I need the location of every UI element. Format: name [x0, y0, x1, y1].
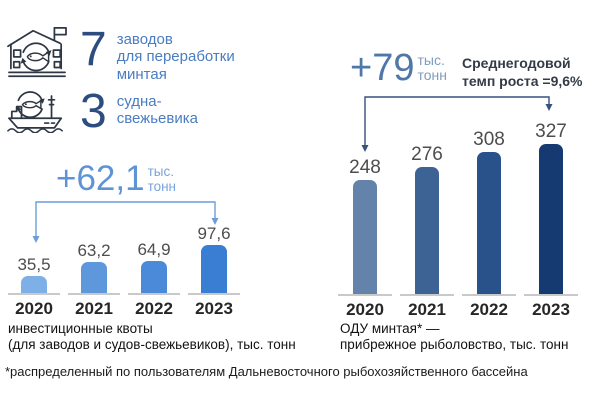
axis-baseline — [462, 294, 516, 296]
bar-2020 — [21, 276, 47, 293]
bar-value-label: 276 — [411, 144, 443, 165]
chart-column-2022: 64,9 2022 — [124, 213, 184, 317]
left-delta-value: +62,1 — [56, 159, 145, 198]
bar-2023 — [538, 144, 563, 294]
vessel-icon — [7, 91, 63, 133]
growth-rate-note: Среднегодовой темп роста =9,6% — [462, 55, 583, 89]
axis-baseline — [400, 294, 454, 296]
bar-stack: 276 — [411, 122, 443, 294]
axis-baseline — [128, 293, 180, 295]
axis-baseline — [8, 293, 60, 295]
stat-vessels: 3 судна- свежьевика — [6, 86, 198, 136]
bar-2021 — [414, 167, 439, 294]
investment-quotas-chart: 35,5 2020 63,2 2021 64,9 2022 97,6 2023 — [4, 213, 244, 317]
bar-2020 — [352, 180, 377, 294]
bar-2022 — [141, 261, 167, 293]
bar-value-label: 63,2 — [77, 241, 111, 260]
bar-stack: 64,9 — [137, 213, 171, 293]
right-delta-unit-bottom: тонн — [417, 67, 447, 84]
chart-column-2021: 63,2 2021 — [64, 213, 124, 317]
year-label: 2021 — [75, 299, 113, 318]
bar-stack: 63,2 — [77, 213, 111, 293]
axis-baseline — [68, 293, 120, 295]
bar-value-label: 35,5 — [17, 255, 51, 274]
bar-2023 — [201, 245, 227, 293]
left-delta-unit-bottom: тонн — [147, 178, 177, 194]
year-label: 2023 — [195, 299, 233, 318]
bar-stack: 308 — [473, 122, 505, 294]
right-delta-units: тыс. тонн — [417, 49, 447, 83]
footnote: *распределенный по пользователям Дальнев… — [5, 364, 528, 379]
year-label: 2022 — [470, 300, 508, 319]
bar-stack: 248 — [349, 122, 381, 294]
axis-baseline — [188, 293, 240, 295]
bar-2022 — [476, 152, 501, 294]
right-bracket-arrow-icon — [361, 96, 553, 152]
right-delta-annotation: +79 тыс. тонн — [350, 49, 447, 87]
year-label: 2021 — [408, 300, 446, 319]
factories-count: 7 — [80, 23, 107, 76]
bar-value-label: 97,6 — [197, 224, 231, 243]
left-chart-caption: инвестиционные квоты (для заводов и судо… — [8, 321, 296, 353]
chart-column-2023: 327 2023 — [520, 122, 582, 318]
year-label: 2020 — [15, 299, 53, 318]
left-delta-units: тыс. тонн — [148, 161, 176, 194]
axis-baseline — [524, 294, 578, 296]
bar-stack: 97,6 — [197, 213, 231, 293]
right-delta-unit-top: тыс. — [417, 52, 445, 68]
bar-stack: 327 — [535, 122, 567, 294]
left-delta-annotation: +62,1 тыс. тонн — [56, 161, 176, 196]
chart-column-2020: 35,5 2020 — [4, 213, 64, 317]
vessels-label: судна- свежьевика — [116, 93, 198, 128]
left-delta-unit-top: тыс. — [147, 164, 174, 179]
odu-pollock-chart: 248 2020 276 2021 308 2022 327 2023 — [334, 122, 582, 318]
vessels-count: 3 — [80, 85, 107, 138]
factories-label: заводов для переработки минтая — [116, 31, 235, 83]
bar-value-label: 327 — [535, 121, 567, 142]
chart-column-2022: 308 2022 — [458, 122, 520, 318]
year-label: 2023 — [532, 300, 570, 319]
right-delta-value: +79 — [350, 47, 415, 89]
axis-baseline — [338, 294, 392, 296]
bar-value-label: 64,9 — [137, 240, 171, 259]
stat-factories: 7 заводов для переработки минтая — [6, 24, 235, 83]
bar-stack: 35,5 — [17, 213, 51, 293]
right-chart-caption: ОДУ минтая* — прибрежное рыболовство, ты… — [340, 321, 569, 353]
chart-column-2020: 248 2020 — [334, 122, 396, 318]
bar-2021 — [81, 262, 107, 293]
factory-icon — [7, 26, 67, 78]
year-label: 2020 — [346, 300, 384, 319]
chart-column-2023: 97,6 2023 — [184, 213, 244, 317]
bar-value-label: 248 — [349, 157, 381, 178]
bar-value-label: 308 — [473, 129, 505, 150]
year-label: 2022 — [135, 299, 173, 318]
chart-column-2021: 276 2021 — [396, 122, 458, 318]
left-bracket-arrow-icon — [32, 201, 219, 243]
